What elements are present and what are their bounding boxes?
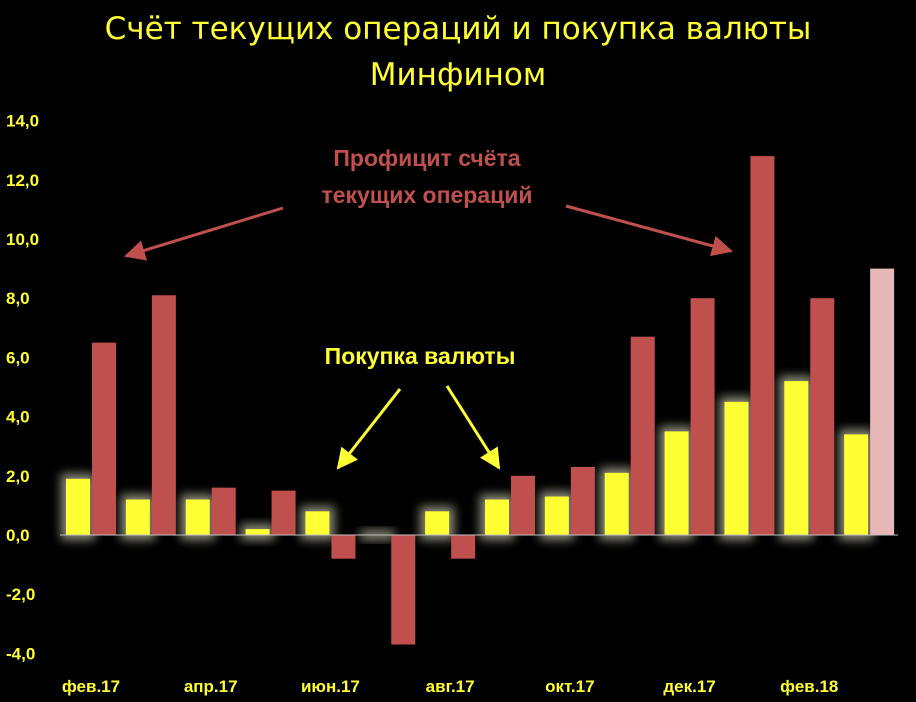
x-tick-label: апр.17	[184, 677, 238, 696]
purchase-bar	[425, 511, 450, 535]
y-tick-label: -2,0	[6, 585, 35, 604]
surplus-bar	[750, 156, 775, 535]
x-tick-label: фев.17	[62, 677, 120, 696]
purchase-bar	[245, 529, 270, 535]
surplus-bar	[511, 475, 535, 535]
purchase-bar	[125, 499, 150, 535]
bars-layer	[66, 156, 895, 645]
surplus-bar	[151, 295, 176, 535]
x-tick-label: дек.17	[663, 677, 715, 696]
surplus-bar	[870, 268, 895, 535]
y-tick-label: 14,0	[6, 112, 39, 131]
surplus-bar	[331, 535, 356, 559]
surplus-bar	[271, 490, 296, 535]
arrow-surplus-left	[123, 206, 284, 261]
arrow-purchase-left	[336, 388, 402, 470]
y-tick-label: 10,0	[6, 230, 39, 249]
purchase-bar	[485, 499, 509, 535]
chart-title: Счёт текущих операций и покупка валюты М…	[0, 6, 916, 98]
arrow-purchase-right	[445, 385, 501, 470]
purchase-bar	[784, 381, 809, 535]
arrow-surplus-right	[565, 204, 734, 257]
surplus-bar	[451, 535, 476, 559]
chart-title-line-2: Минфином	[369, 57, 547, 93]
purchase-bar	[66, 478, 90, 535]
purchase-bar	[544, 496, 569, 535]
x-tick-label: июн.17	[301, 677, 360, 696]
surplus-bar	[211, 487, 236, 535]
surplus-bar	[570, 466, 595, 535]
y-tick-label: 12,0	[6, 171, 39, 190]
y-tick-label: -4,0	[6, 644, 35, 663]
x-tick-label: окт.17	[545, 677, 594, 696]
surplus-bar	[391, 535, 416, 645]
surplus-bar	[690, 298, 715, 535]
x-tick-label: авг.17	[426, 677, 475, 696]
purchase-bar	[664, 431, 689, 535]
y-tick-label: 2,0	[6, 467, 30, 486]
y-tick-label: 4,0	[6, 408, 30, 427]
chart-title-line-1: Счёт текущих операций и покупка валюты	[104, 11, 812, 47]
annotation-purchase: Покупка валюты	[325, 343, 516, 369]
purchase-bar	[604, 472, 629, 535]
surplus-bar	[810, 298, 835, 535]
annotation-surplus-line-2: текущих операций	[321, 182, 532, 208]
purchase-bar	[305, 511, 330, 535]
purchase-bar	[724, 401, 749, 535]
annotation-surplus-line-1: Профицит счёта	[333, 145, 520, 171]
purchase-bar	[185, 499, 210, 535]
y-tick-label: 6,0	[6, 348, 30, 367]
axis-layer: -4,0 -2,0 0,0 2,0 4,0 6,0 8,0 10,0 12,0 14,0 фев.1…	[6, 112, 898, 696]
y-tick-label: 0,0	[6, 526, 30, 545]
surplus-bar	[92, 342, 116, 535]
purchase-bar	[844, 434, 869, 535]
x-tick-label: фев.18	[780, 677, 838, 696]
surplus-bar	[630, 336, 655, 535]
y-tick-label: 8,0	[6, 289, 30, 308]
